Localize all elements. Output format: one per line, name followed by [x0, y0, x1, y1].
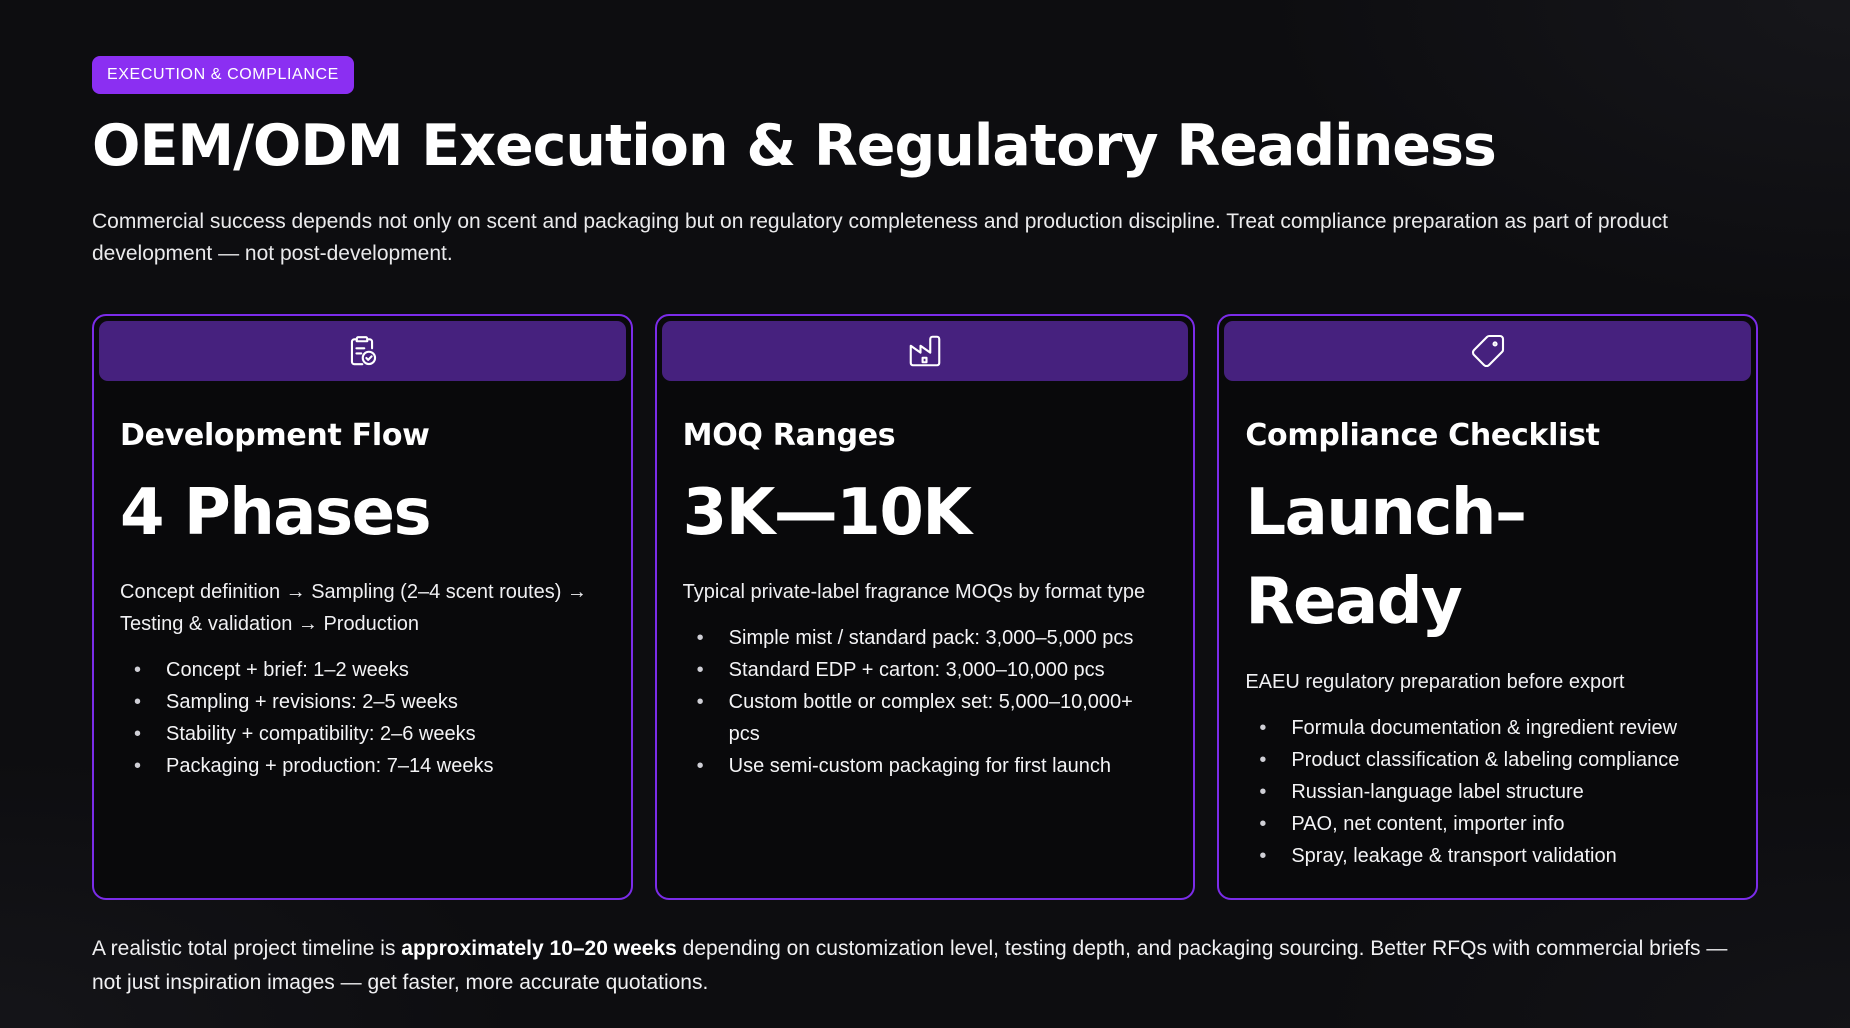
card-description: Typical private-label fragrance MOQs by …: [682, 581, 1146, 604]
list-item: • Simple mist / standard pack: 3,000–5,00…: [683, 622, 1168, 654]
card-description: Concept definition → Sampling (2–4 scent…: [120, 581, 587, 636]
bullet-dot: •: [134, 691, 142, 714]
bullet-text: Custom bottle or complex set: 5,000–10,0…: [728, 691, 1133, 746]
bullet-text: Packaging + production: 7–14 weeks: [166, 755, 494, 778]
card-stat: 3K—10K: [682, 475, 972, 550]
bullet-dot: •: [1259, 812, 1267, 835]
bullet-text: Sampling + revisions: 2–5 weeks: [166, 691, 458, 714]
section-badge: EXECUTION & COMPLIANCE: [92, 56, 354, 94]
list-item: • Russian-language label structure: [1245, 776, 1730, 808]
factory-icon: [907, 333, 943, 369]
bullet-dot: •: [696, 755, 704, 778]
footer-text-post: depending on customization level, testin…: [92, 936, 1728, 994]
card-bullet-list: • Concept + brief: 1–2 weeks • Sampling + r…: [120, 654, 605, 782]
bullet-dot: •: [696, 627, 704, 650]
list-item: • Stability + compatibility: 2–6 weeks: [120, 718, 605, 750]
card-body: Compliance Checklist Launch– Ready EAEU …: [1219, 386, 1756, 898]
card-body: Development Flow 4 Phases Concept defini…: [94, 386, 631, 809]
card-bullet-list: • Simple mist / standard pack: 3,000–5,00…: [683, 622, 1168, 782]
list-item: • Packaging + production: 7–14 weeks: [120, 750, 605, 782]
bullet-text: Standard EDP + carton: 3,000–10,000 pcs: [728, 659, 1105, 682]
bullet-dot: •: [1259, 844, 1267, 867]
tag-icon: [1470, 333, 1506, 369]
bullet-dot: •: [696, 691, 704, 714]
list-item: • PAO, net content, importer info: [1245, 808, 1730, 840]
bullet-text: Spray, leakage & transport validation: [1291, 844, 1617, 867]
slide: EXECUTION & COMPLIANCE OEM/ODM Execution…: [92, 0, 1759, 1000]
card-title: Compliance Checklist: [1245, 417, 1600, 453]
bullet-dot: •: [134, 755, 142, 778]
footer-text-bold: approximately 10–20 weeks: [401, 936, 677, 960]
bullet-text: Formula documentation & ingredient revie…: [1291, 716, 1678, 739]
bullet-dot: •: [134, 723, 142, 746]
list-item: • Product classification & labeling compl…: [1245, 744, 1730, 776]
bullet-text: Russian-language label structure: [1291, 780, 1584, 803]
list-item: • Use semi-custom packaging for first lau…: [683, 750, 1168, 782]
bullet-text: Product classification & labeling compli…: [1291, 748, 1680, 771]
bullet-dot: •: [1259, 748, 1267, 771]
cards-row: Development Flow 4 Phases Concept defini…: [92, 313, 1759, 900]
list-item: • Spray, leakage & transport validation: [1245, 840, 1730, 872]
card-body: MOQ Ranges 3K—10K Typical private-label …: [657, 386, 1194, 809]
bullet-dot: •: [696, 659, 704, 682]
card-description: EAEU regulatory preparation before expor…: [1245, 670, 1625, 693]
intro-paragraph: Commercial success depends not only on s…: [92, 209, 1668, 265]
bullet-text: PAO, net content, importer info: [1291, 812, 1565, 835]
card-stat: 4 Phases: [120, 475, 432, 550]
card-compliance-checklist: Compliance Checklist Launch– Ready EAEU …: [1217, 313, 1759, 900]
list-item: • Concept + brief: 1–2 weeks: [120, 654, 605, 686]
card-moq-ranges: MOQ Ranges 3K—10K Typical private-label …: [654, 313, 1196, 900]
card-development-flow: Development Flow 4 Phases Concept defini…: [92, 313, 633, 900]
bullet-text: Concept + brief: 1–2 weeks: [166, 659, 409, 682]
list-item: • Formula documentation & ingredient revi…: [1245, 712, 1730, 744]
list-item: • Custom bottle or complex set: 5,000–10,…: [683, 686, 1168, 750]
card-title: MOQ Ranges: [682, 417, 896, 453]
list-item: • Standard EDP + carton: 3,000–10,000 pcs: [683, 654, 1168, 686]
page-title: OEM/ODM Execution & Regulatory Readiness: [92, 113, 1497, 179]
footer-note: A realistic total project timeline is ap…: [92, 932, 1758, 1000]
card-header: [661, 320, 1189, 381]
clipboard-check-icon: [344, 333, 380, 369]
bullet-text: Simple mist / standard pack: 3,000–5,000…: [728, 627, 1134, 650]
bullet-dot: •: [134, 659, 142, 682]
bullet-dot: •: [1259, 780, 1267, 803]
bullet-dot: •: [1259, 716, 1267, 739]
list-item: • Sampling + revisions: 2–5 weeks: [120, 686, 605, 718]
card-stat: Launch– Ready: [1245, 475, 1527, 640]
bullet-text: Use semi-custom packaging for first laun…: [728, 755, 1112, 778]
card-title: Development Flow: [120, 417, 430, 453]
bullet-text: Stability + compatibility: 2–6 weeks: [166, 723, 476, 746]
card-header: [1224, 320, 1752, 381]
card-bullet-list: • Formula documentation & ingredient revi…: [1245, 712, 1730, 872]
footer-text-pre: A realistic total project timeline is: [92, 936, 402, 960]
card-header: [99, 320, 626, 381]
